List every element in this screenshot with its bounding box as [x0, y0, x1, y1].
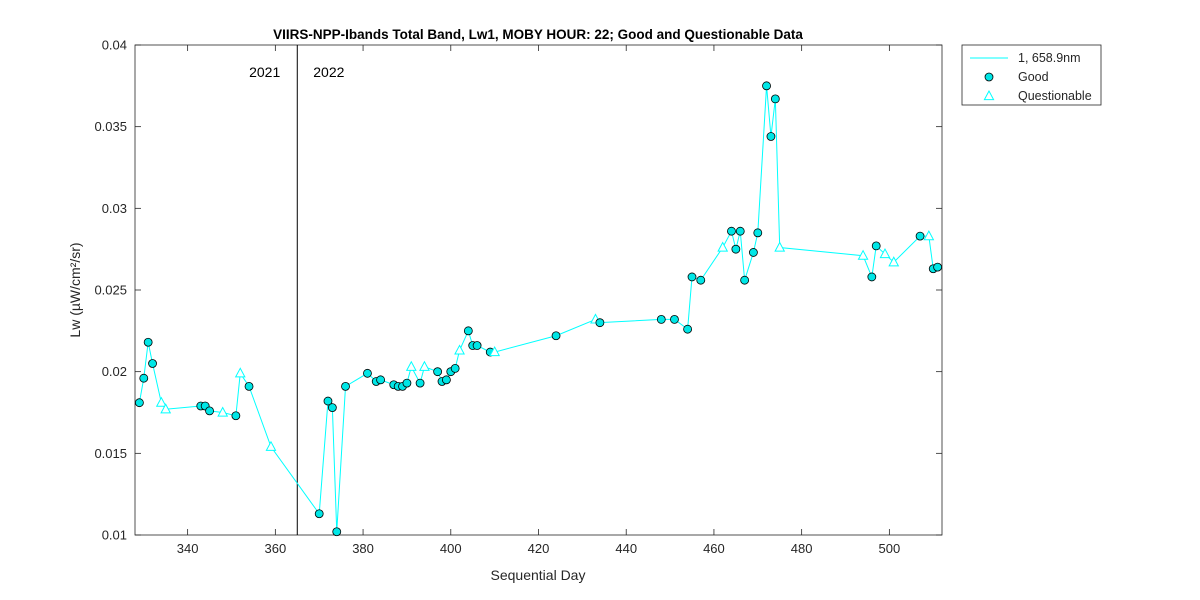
legend-label: Good: [1018, 70, 1049, 84]
data-point-good: [762, 81, 771, 91]
legend-triangle-symbol: [983, 89, 995, 101]
data-point-questionable: [454, 344, 465, 355]
data-point-good: [341, 381, 350, 391]
data-point-good: [472, 341, 482, 350]
data-point-questionable: [879, 248, 891, 259]
data-point-good: [735, 226, 745, 236]
data-point-good: [656, 314, 666, 324]
data-point-good: [441, 375, 451, 385]
chart-title: VIIRS-NPP-Ibands Total Band, Lw1, MOBY H…: [273, 27, 803, 42]
data-point-questionable: [265, 440, 277, 451]
legend-label: Questionable: [1018, 89, 1092, 103]
data-point-good: [551, 331, 561, 341]
legend: 1, 658.9nm Good Questionable: [961, 44, 1102, 106]
data-point-questionable: [405, 360, 417, 371]
data-point-questionable: [774, 241, 786, 252]
data-point-good: [139, 373, 149, 383]
legend-label: 1, 658.9nm: [1018, 51, 1081, 65]
data-point-good: [770, 94, 780, 104]
data-point-questionable: [419, 360, 430, 371]
data-point-good: [402, 378, 412, 388]
data-point-good: [323, 396, 333, 406]
x-tick-label: 400: [440, 541, 462, 556]
data-point-good: [696, 275, 706, 285]
data-series: [134, 81, 943, 537]
x-tick-label: 380: [352, 541, 374, 556]
data-point-good: [766, 132, 776, 141]
data-point-questionable: [155, 396, 167, 407]
y-tick-label: 0.035: [94, 119, 127, 134]
data-point-good: [376, 375, 386, 385]
data-point-questionable: [234, 367, 246, 378]
data-point-good: [871, 241, 881, 251]
y-tick-label: 0.01: [102, 528, 127, 543]
data-point-good: [753, 228, 763, 238]
data-point-questionable: [857, 249, 869, 260]
data-point-good: [687, 272, 697, 282]
data-point-good: [332, 527, 342, 537]
axis-ticks: 340 360 380 400 420 440 460 480 500 0.01 0.015 0.02…: [94, 38, 942, 556]
y-tick-label: 0.02: [102, 364, 127, 379]
plot-area: [134, 44, 943, 536]
data-point-good: [683, 324, 693, 334]
x-tick-label: 420: [528, 541, 550, 556]
x-tick-label: 460: [703, 541, 725, 556]
data-point-good: [463, 326, 473, 336]
data-point-questionable: [717, 241, 729, 252]
x-tick-label: 440: [615, 541, 637, 556]
data-point-good: [231, 411, 241, 421]
data-point-questionable: [160, 403, 172, 414]
data-point-good: [205, 406, 214, 416]
data-point-good: [327, 403, 337, 413]
x-tick-label: 360: [264, 541, 286, 556]
data-point-good: [244, 381, 254, 391]
year-label-right: 2022: [313, 64, 344, 80]
data-point-good: [433, 367, 443, 377]
y-tick-label: 0.015: [94, 446, 127, 461]
data-point-good: [143, 337, 153, 347]
y-tick-label: 0.025: [94, 283, 127, 298]
data-point-questionable: [489, 346, 501, 357]
data-point-good: [314, 509, 324, 519]
data-point-good: [595, 318, 605, 328]
data-point-good: [134, 398, 144, 408]
x-tick-label: 480: [791, 541, 813, 556]
data-point-good: [731, 244, 741, 254]
data-point-good: [915, 231, 925, 241]
year-label-left: 2021: [249, 64, 280, 80]
legend-circle-symbol: [984, 72, 994, 82]
data-point-good: [727, 226, 736, 236]
year-divider: 2021 2022: [249, 45, 345, 535]
data-point-questionable: [888, 256, 900, 267]
y-axis-label: Lw (µW/cm²/sr): [67, 242, 83, 337]
data-point-questionable: [923, 230, 935, 241]
x-tick-label: 340: [177, 541, 199, 556]
x-tick-label: 500: [879, 541, 901, 556]
data-point-good: [415, 378, 425, 388]
y-tick-label: 0.03: [102, 201, 127, 216]
data-point-good: [749, 248, 758, 257]
data-point-good: [867, 272, 877, 282]
data-point-good: [363, 368, 372, 378]
data-point-good: [670, 314, 679, 324]
data-point-good: [740, 275, 750, 285]
data-point-good: [450, 363, 460, 373]
y-tick-label: 0.04: [102, 38, 127, 53]
x-axis-label: Sequential Day: [491, 567, 586, 583]
data-point-good: [933, 262, 943, 272]
data-point-questionable: [217, 406, 229, 417]
data-point-good: [148, 359, 157, 368]
